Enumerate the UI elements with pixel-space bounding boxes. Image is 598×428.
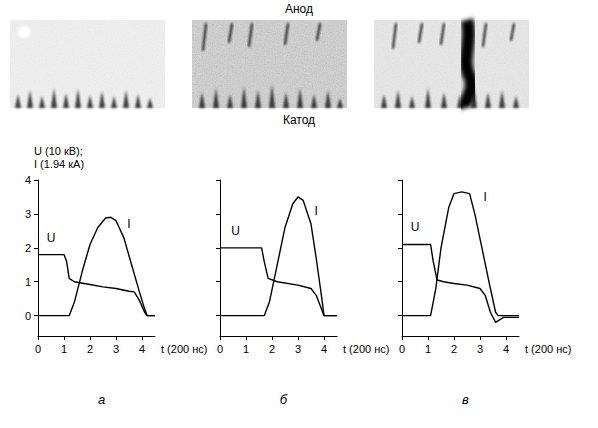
svg-text:0: 0	[217, 343, 223, 355]
svg-text:1: 1	[425, 343, 431, 355]
svg-text:t (200 нс): t (200 нс)	[343, 343, 389, 355]
svg-text:3: 3	[295, 343, 301, 355]
svg-text:U: U	[411, 220, 420, 234]
svg-text:I (1.94 кА): I (1.94 кА)	[34, 158, 84, 170]
svg-text:1: 1	[61, 343, 67, 355]
svg-text:3: 3	[25, 208, 31, 220]
svg-text:2: 2	[451, 343, 457, 355]
svg-text:4: 4	[139, 343, 145, 355]
svg-text:4: 4	[321, 343, 327, 355]
svg-text:I: I	[315, 204, 318, 218]
svg-text:t (200 нс): t (200 нс)	[161, 343, 207, 355]
svg-text:0: 0	[35, 343, 41, 355]
svg-text:4: 4	[25, 174, 31, 186]
svg-text:Анод: Анод	[285, 2, 313, 16]
svg-text:2: 2	[269, 343, 275, 355]
svg-text:2: 2	[25, 242, 31, 254]
svg-text:б: б	[280, 392, 288, 407]
svg-text:U (10 кВ);: U (10 кВ);	[34, 145, 83, 157]
svg-text:1: 1	[243, 343, 249, 355]
svg-text:а: а	[98, 392, 105, 407]
svg-text:t (200 нс): t (200 нс)	[525, 343, 571, 355]
svg-text:в: в	[462, 392, 469, 407]
svg-text:1: 1	[25, 276, 31, 288]
svg-text:I: I	[127, 217, 130, 231]
svg-text:U: U	[231, 224, 240, 238]
svg-text:3: 3	[113, 343, 119, 355]
svg-text:0: 0	[25, 310, 31, 322]
svg-text:4: 4	[503, 343, 509, 355]
svg-text:0: 0	[399, 343, 405, 355]
svg-text:I: I	[484, 190, 487, 204]
svg-text:2: 2	[87, 343, 93, 355]
svg-text:Катод: Катод	[283, 113, 315, 127]
svg-text:U: U	[47, 231, 56, 245]
svg-text:3: 3	[477, 343, 483, 355]
